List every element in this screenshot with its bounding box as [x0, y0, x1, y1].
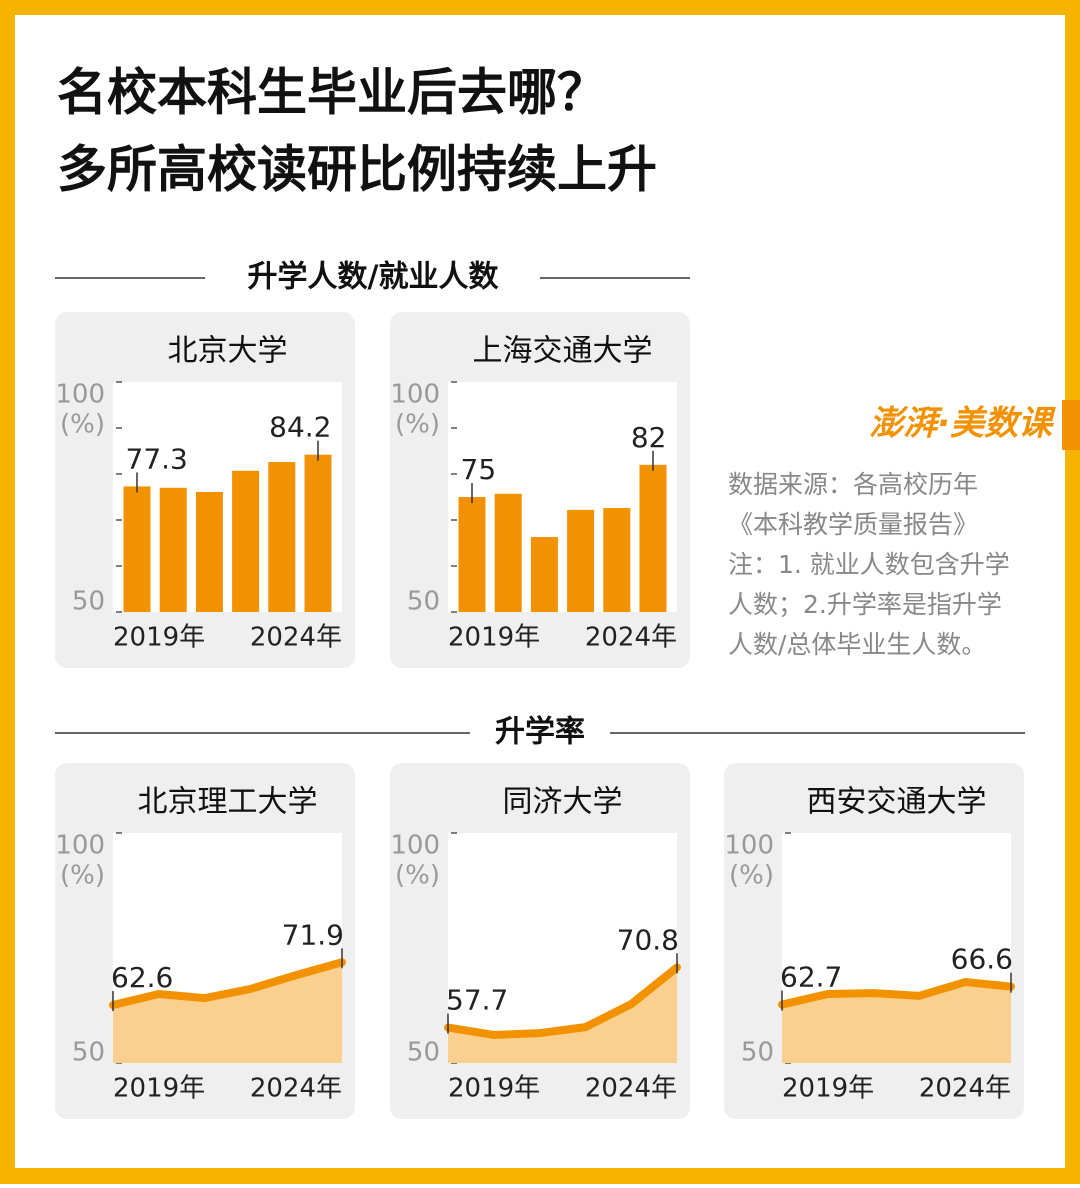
note-line: 《本科教学质量报告》: [728, 510, 978, 539]
logo-bar: [1062, 400, 1080, 450]
bar: [304, 454, 332, 612]
chart-title: 同济大学: [503, 785, 623, 820]
bar: [603, 508, 631, 612]
bar: [567, 509, 595, 612]
y-tick-label: 50: [72, 587, 105, 617]
y-unit: (%): [60, 410, 105, 440]
y-tick-label: 100: [55, 831, 105, 861]
value-label: 66.6: [951, 943, 1013, 976]
y-tick-label: 100: [390, 831, 440, 861]
y-tick-label: 100: [390, 380, 440, 410]
title-line: 名校本科生毕业后去哪？: [57, 64, 607, 122]
bar: [494, 493, 522, 612]
plot-area: [113, 382, 342, 612]
bar: [159, 487, 187, 612]
note-line: 人数/总体毕业生人数。: [728, 630, 986, 659]
value-label: 84.2: [269, 411, 331, 444]
value-label: 75: [461, 453, 497, 486]
chart-title: 北京理工大学: [138, 785, 318, 820]
value-label: 70.8: [617, 923, 679, 956]
x-tick-label: 2019年: [448, 623, 540, 653]
bar: [530, 537, 558, 612]
value-label: 62.7: [780, 961, 842, 994]
bar: [458, 497, 486, 612]
y-tick-label: 100: [724, 831, 774, 861]
y-tick-label: 50: [407, 1038, 440, 1068]
y-unit: (%): [395, 410, 440, 440]
y-unit: (%): [395, 861, 440, 891]
section-header: 升学人数/就业人数: [248, 260, 500, 295]
x-tick-label: 2024年: [585, 623, 677, 653]
y-tick-label: 100: [55, 380, 105, 410]
chart-title: 北京大学: [168, 334, 288, 369]
bar: [123, 486, 151, 612]
value-label: 77.3: [126, 442, 188, 475]
value-label: 71.9: [282, 918, 344, 951]
logo: 澎湃·美数课: [869, 404, 1056, 444]
y-tick-label: 50: [741, 1038, 774, 1068]
bar: [195, 491, 223, 612]
plot-area: [448, 382, 677, 612]
x-tick-label: 2024年: [250, 623, 342, 653]
x-tick-label: 2024年: [919, 1074, 1011, 1104]
bar: [232, 470, 260, 612]
note-line: 注：1. 就业人数包含升学: [728, 550, 1010, 579]
y-tick-label: 50: [72, 1038, 105, 1068]
note-line: 数据来源：各高校历年: [728, 470, 978, 499]
value-label: 62.6: [111, 961, 173, 994]
x-tick-label: 2024年: [250, 1074, 342, 1104]
line: [444, 963, 681, 1039]
value-label: 82: [631, 421, 667, 454]
y-unit: (%): [60, 861, 105, 891]
bar: [268, 462, 296, 612]
note-line: 人数；2.升学率是指升学: [728, 590, 1002, 619]
area: [782, 982, 1011, 1063]
area: [448, 967, 677, 1063]
line: [778, 978, 1015, 1009]
bar: [639, 464, 667, 612]
x-tick-label: 2019年: [113, 1074, 205, 1104]
x-tick-label: 2019年: [782, 1074, 874, 1104]
chart-title: 上海交通大学: [473, 334, 653, 369]
x-tick-label: 2024年: [585, 1074, 677, 1104]
x-tick-label: 2019年: [448, 1074, 540, 1104]
section-header: 升学率: [495, 715, 585, 750]
chart-title: 西安交通大学: [807, 785, 987, 820]
y-tick-label: 50: [407, 587, 440, 617]
x-tick-label: 2019年: [113, 623, 205, 653]
value-label: 57.7: [446, 984, 508, 1017]
line: [109, 958, 346, 1010]
title-line: 多所高校读研比例持续上升: [57, 141, 657, 199]
area: [113, 962, 342, 1063]
y-unit: (%): [729, 861, 774, 891]
